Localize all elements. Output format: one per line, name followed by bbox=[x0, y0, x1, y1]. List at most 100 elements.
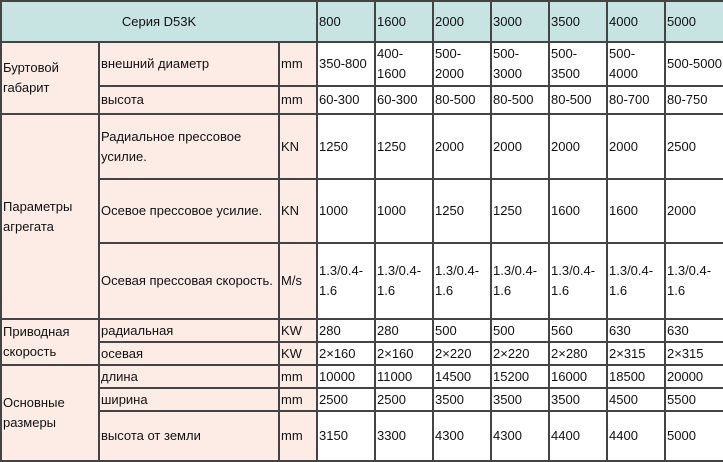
value-cell: 3500 bbox=[548, 387, 608, 412]
table-row: Буртовой габарит внешний диаметр mm 350-800… bbox=[0, 41, 723, 115]
value-cell: 20000 bbox=[664, 364, 723, 389]
unit-label: mm bbox=[278, 364, 318, 389]
table-row: Осевое прессовое усилие. KN 1000 1000 1250 12… bbox=[1, 178, 723, 244]
param-label: высота bbox=[98, 85, 280, 115]
unit-label: KW bbox=[278, 318, 318, 343]
value-cell: 4400 bbox=[606, 410, 666, 462]
value-cell: 500-5000 bbox=[664, 41, 723, 87]
model-header: 3500 bbox=[548, 0, 608, 43]
param-label: Осевая прессовая скорость. bbox=[98, 242, 280, 320]
value-cell: 1.3/0.4-1.6 bbox=[316, 242, 376, 320]
value-cell: 80-500 bbox=[548, 85, 608, 115]
value-cell: 2500 bbox=[664, 113, 723, 180]
value-cell: 1000 bbox=[374, 178, 434, 244]
series-header: Серия D53K bbox=[0, 0, 318, 43]
value-cell: 18500 bbox=[606, 364, 666, 389]
value-cell: 1250 bbox=[490, 178, 550, 244]
value-cell: 5000 bbox=[664, 410, 723, 462]
value-cell: 2×315 bbox=[606, 341, 666, 366]
value-cell: 400-1600 bbox=[374, 41, 434, 87]
value-cell: 2000 bbox=[432, 113, 492, 180]
value-cell: 630 bbox=[606, 318, 666, 343]
value-cell: 10000 bbox=[316, 364, 376, 389]
value-cell: 2×220 bbox=[432, 341, 492, 366]
value-cell: 280 bbox=[374, 318, 434, 343]
value-cell: 3150 bbox=[316, 410, 376, 462]
value-cell: 3500 bbox=[490, 387, 550, 412]
group-label: Основные размеры bbox=[0, 364, 100, 462]
value-cell: 15200 bbox=[490, 364, 550, 389]
value-cell: 80-500 bbox=[432, 85, 492, 115]
unit-label: KN bbox=[278, 113, 318, 180]
value-cell: 630 bbox=[664, 318, 723, 343]
value-cell: 80-750 bbox=[664, 85, 723, 115]
value-cell: 4500 bbox=[606, 387, 666, 412]
group-label: Приводная скорость bbox=[0, 318, 100, 366]
value-cell: 2×160 bbox=[374, 341, 434, 366]
value-cell: 1600 bbox=[548, 178, 608, 244]
value-cell: 500-4000 bbox=[606, 41, 666, 87]
group-label: Буртовой габарит bbox=[0, 41, 100, 115]
model-header: 5000 bbox=[664, 0, 723, 43]
value-cell: 2×160 bbox=[316, 341, 376, 366]
value-cell: 500-2000 bbox=[432, 41, 492, 87]
param-label: высота от земли bbox=[98, 410, 280, 462]
unit-label: mm bbox=[278, 410, 318, 462]
model-header: 800 bbox=[316, 0, 376, 43]
value-cell: 1.3/0.4-1.6 bbox=[490, 242, 550, 320]
value-cell: 2000 bbox=[664, 178, 723, 244]
unit-label: M/s bbox=[278, 242, 318, 320]
value-cell: 3500 bbox=[432, 387, 492, 412]
unit-label: KW bbox=[278, 341, 318, 366]
param-label: внешний диаметр bbox=[98, 41, 280, 87]
value-cell: 1.3/0.4-1.6 bbox=[548, 242, 608, 320]
value-cell: 5500 bbox=[664, 387, 723, 412]
value-cell: 500-3500 bbox=[548, 41, 608, 87]
model-header: 2000 bbox=[432, 0, 492, 43]
group-label: Параметры агрегата bbox=[0, 113, 100, 320]
value-cell: 3300 bbox=[374, 410, 434, 462]
value-cell: 560 bbox=[548, 318, 608, 343]
value-cell: 2500 bbox=[316, 387, 376, 412]
param-label: Радиальное прессовое усилие. bbox=[98, 113, 280, 180]
value-cell: 4300 bbox=[490, 410, 550, 462]
value-cell: 1.3/0.4-1.6 bbox=[606, 242, 666, 320]
value-cell: 80-700 bbox=[606, 85, 666, 115]
param-label: Осевое прессовое усилие. bbox=[98, 178, 280, 244]
value-cell: 280 bbox=[316, 318, 376, 343]
value-cell: 500-3000 bbox=[490, 41, 550, 87]
model-header: 3000 bbox=[490, 0, 550, 43]
param-label: осевая bbox=[98, 341, 280, 366]
value-cell: 2500 bbox=[374, 387, 434, 412]
table-row: Основные размеры длина mm 10000 11000 14500 15… bbox=[0, 364, 723, 462]
value-cell: 2×315 bbox=[664, 341, 723, 366]
value-cell: 4300 bbox=[432, 410, 492, 462]
value-cell: 2×280 bbox=[548, 341, 608, 366]
table-row: ширина mm 2500 2500 3500 3500 3500 4500 5500 bbox=[1, 387, 723, 412]
unit-label: mm bbox=[278, 387, 318, 412]
value-cell: 1250 bbox=[316, 113, 376, 180]
value-cell: 1000 bbox=[316, 178, 376, 244]
value-cell: 2000 bbox=[490, 113, 550, 180]
table-row: Параметры агрегата Радиальное прессовое у… bbox=[0, 113, 723, 320]
value-cell: 1.3/0.4-1.6 bbox=[374, 242, 434, 320]
value-cell: 1600 bbox=[606, 178, 666, 244]
param-label: длина bbox=[98, 364, 280, 389]
value-cell: 500 bbox=[432, 318, 492, 343]
value-cell: 2×220 bbox=[490, 341, 550, 366]
table-row: Осевая прессовая скорость. M/s 1.3/0.4-1.6… bbox=[1, 242, 723, 320]
value-cell: 1250 bbox=[374, 113, 434, 180]
unit-label: KN bbox=[278, 178, 318, 244]
value-cell: 80-500 bbox=[490, 85, 550, 115]
value-cell: 14500 bbox=[432, 364, 492, 389]
model-header: 4000 bbox=[606, 0, 666, 43]
value-cell: 500 bbox=[490, 318, 550, 343]
value-cell: 11000 bbox=[374, 364, 434, 389]
unit-label: mm bbox=[278, 85, 318, 115]
value-cell: 350-800 bbox=[316, 41, 376, 87]
value-cell: 1.3/0.4-1.6 bbox=[664, 242, 723, 320]
table-row: высота от земли mm 3150 3300 4300 4300 4400 440… bbox=[1, 410, 723, 462]
value-cell: 1250 bbox=[432, 178, 492, 244]
model-header: 1600 bbox=[374, 0, 434, 43]
